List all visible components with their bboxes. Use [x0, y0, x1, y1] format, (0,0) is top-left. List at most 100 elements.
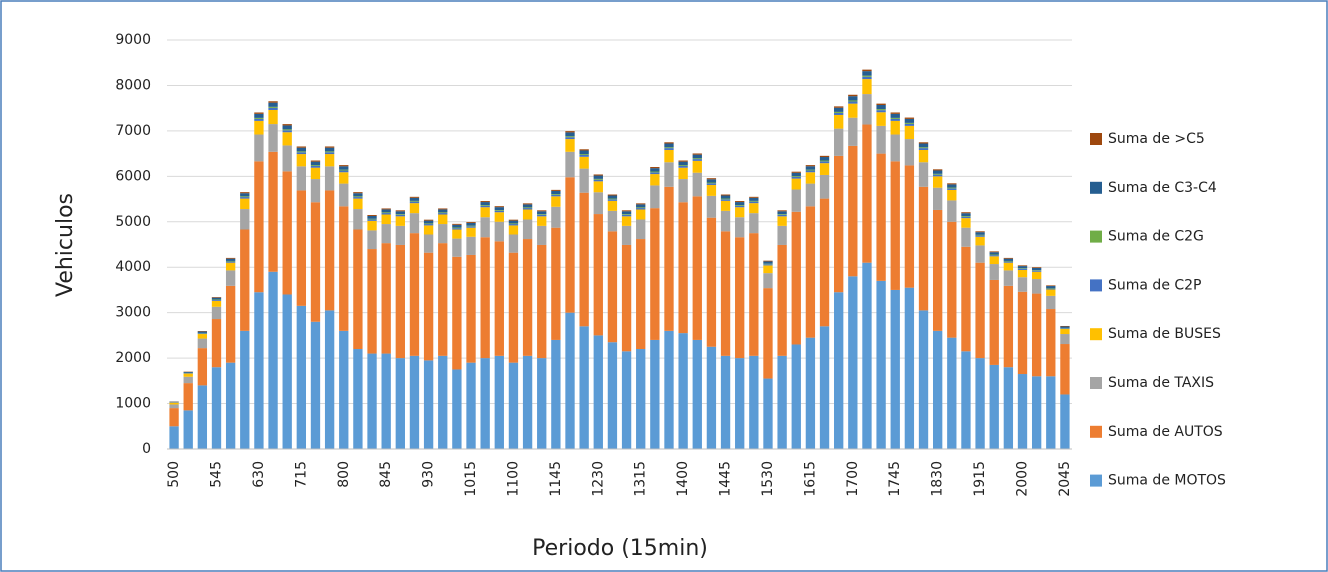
- bar-segment: [706, 179, 717, 183]
- x-tick-label: 1315: [633, 461, 649, 497]
- bar-segment: [791, 172, 801, 177]
- bar-segment: [1017, 268, 1028, 270]
- bar-segment: [621, 225, 632, 245]
- bar-segment: [579, 154, 589, 155]
- bar-segment: [593, 214, 603, 336]
- x-tick-label: 1015: [463, 461, 479, 497]
- bar-segment: [522, 208, 533, 210]
- y-tick-label: 1000: [115, 396, 151, 412]
- bar-segment: [339, 172, 349, 184]
- bar-segment: [353, 349, 363, 449]
- bar-segment: [522, 355, 533, 449]
- bar-segment: [296, 146, 307, 148]
- bar-segment: [169, 404, 179, 409]
- bar-segment: [819, 198, 830, 327]
- bar-segment: [664, 330, 674, 449]
- bar-segment: [1060, 328, 1070, 330]
- y-tick-label: 2000: [115, 350, 151, 366]
- bar-segment: [551, 206, 561, 228]
- bar-segment: [834, 112, 844, 115]
- bar-segment: [508, 219, 519, 221]
- bar-segment: [975, 235, 985, 237]
- bar-segment: [282, 145, 292, 172]
- bar-segment: [763, 263, 773, 265]
- bar-segment: [918, 147, 929, 149]
- legend-label: Suma de C2G: [1108, 229, 1204, 245]
- bar-segment: [876, 280, 886, 449]
- bar-segment: [947, 188, 957, 190]
- bar-segment: [621, 210, 632, 212]
- bar-segment: [947, 221, 957, 338]
- legend-swatch: [1090, 474, 1102, 487]
- bar-segment: [296, 147, 307, 152]
- bar-segment: [324, 154, 335, 167]
- bar-segment: [254, 120, 264, 135]
- bar-segment: [890, 161, 900, 290]
- legend-swatch: [1090, 279, 1102, 292]
- bar-segment: [607, 194, 618, 196]
- bar-segment: [664, 148, 674, 150]
- bar-segment: [862, 262, 872, 449]
- bar-segment: [749, 233, 759, 356]
- bar-segment: [1003, 262, 1014, 271]
- bar-segment: [310, 179, 321, 203]
- bar-segment: [1017, 374, 1028, 449]
- bar-segment: [381, 243, 391, 354]
- bar-segment: [819, 326, 830, 449]
- bar-segment: [353, 198, 363, 210]
- bar-segment: [692, 196, 702, 340]
- bar-segment: [565, 131, 575, 133]
- bar-segment: [381, 224, 391, 244]
- bar-segment: [947, 189, 957, 201]
- bar-segment: [225, 285, 236, 363]
- bar-segment: [678, 167, 688, 180]
- bar-segment: [353, 197, 363, 199]
- bar-segment: [621, 211, 632, 215]
- bar-segment: [735, 217, 745, 238]
- bar-segment: [551, 227, 561, 340]
- bar-segment: [947, 200, 957, 222]
- x-tick-label: 1145: [548, 461, 564, 497]
- bar-segment: [989, 254, 999, 256]
- bar-segment: [777, 214, 787, 215]
- bar-segment: [636, 239, 646, 350]
- bar-segment: [720, 200, 731, 211]
- bar-segment: [1060, 334, 1070, 345]
- bar-segment: [268, 106, 278, 108]
- bar-segment: [890, 289, 900, 449]
- bar-segment: [423, 223, 434, 225]
- bar-segment: [480, 202, 490, 206]
- bar-segment: [1017, 266, 1028, 269]
- bar-segment: [876, 110, 886, 113]
- bar-segment: [593, 174, 603, 176]
- bar-segment: [225, 257, 236, 259]
- bar-segment: [904, 139, 915, 166]
- bar-segment: [834, 107, 844, 112]
- bar-segment: [254, 292, 264, 449]
- bar-segment: [268, 109, 278, 125]
- bar-segment: [932, 169, 943, 171]
- bar-segment: [537, 244, 547, 359]
- bar-segment: [310, 167, 321, 180]
- x-tick-label: 2000: [1015, 461, 1031, 497]
- bar-segment: [494, 210, 504, 213]
- bar-segment: [749, 201, 759, 204]
- bar-segment: [367, 249, 377, 354]
- bar-segment: [395, 214, 405, 215]
- bar-segment: [452, 223, 462, 225]
- bar-segment: [423, 224, 434, 226]
- legend-label: Suma de TAXIS: [1108, 375, 1214, 391]
- bar-segment: [508, 223, 519, 225]
- bar-segment: [791, 178, 801, 190]
- legend-label: Suma de MOTOS: [1108, 473, 1226, 489]
- bar-segment: [240, 197, 250, 199]
- bar-segment: [749, 213, 759, 234]
- bar-segment: [296, 154, 307, 167]
- bar-segment: [551, 189, 561, 191]
- bar-segment: [480, 205, 490, 206]
- bar-segment: [1046, 288, 1056, 290]
- y-tick-label: 5000: [115, 214, 151, 230]
- bar-segment: [381, 208, 391, 210]
- legend-label: Suma de C2P: [1108, 277, 1202, 293]
- bar-segment: [296, 152, 307, 155]
